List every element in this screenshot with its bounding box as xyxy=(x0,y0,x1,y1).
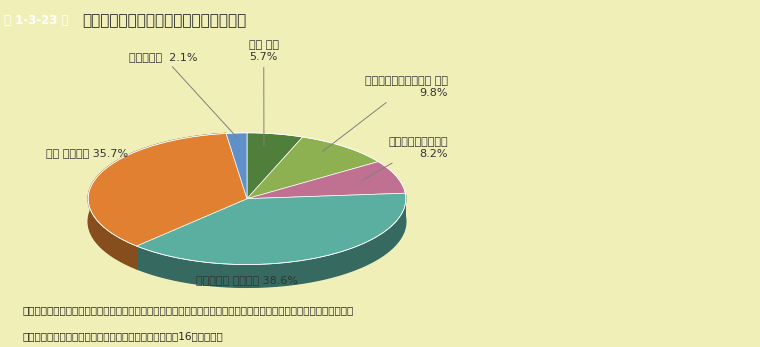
Polygon shape xyxy=(226,133,247,199)
Text: 第 1-3-23 図: 第 1-3-23 図 xyxy=(4,14,68,27)
Polygon shape xyxy=(247,133,302,199)
Text: 科学者や技術者に対する国民のイメージ: 科学者や技術者に対する国民のイメージ xyxy=(82,13,246,28)
Text: あまりそう 思わない 38.6%: あまりそう 思わない 38.6% xyxy=(196,275,298,285)
Polygon shape xyxy=(88,133,226,269)
Polygon shape xyxy=(247,162,405,199)
Ellipse shape xyxy=(88,155,406,287)
Text: 注）「科学者や技術者は身近な存在であり親しみを感じる」という意見についてどう思うかという問いに対する回答。: 注）「科学者や技術者は身近な存在であり親しみを感じる」という意見についてどう思う… xyxy=(23,306,354,315)
Text: そう 思わない 35.7%: そう 思わない 35.7% xyxy=(46,148,128,158)
Text: どちらともいえない
8.2%: どちらともいえない 8.2% xyxy=(362,137,448,181)
Polygon shape xyxy=(88,133,247,246)
Polygon shape xyxy=(137,193,406,287)
Polygon shape xyxy=(247,137,378,199)
Text: どちらかといえばそう 思う
9.8%: どちらかといえばそう 思う 9.8% xyxy=(323,76,448,151)
Text: 資料：内閣府「科学技術と社会に関する世論調査（平成16年２月）」: 資料：内閣府「科学技術と社会に関する世論調査（平成16年２月）」 xyxy=(23,332,223,341)
Text: そう 思う
5.7%: そう 思う 5.7% xyxy=(249,40,279,146)
Polygon shape xyxy=(137,193,406,264)
Text: わからない  2.1%: わからない 2.1% xyxy=(129,52,237,137)
